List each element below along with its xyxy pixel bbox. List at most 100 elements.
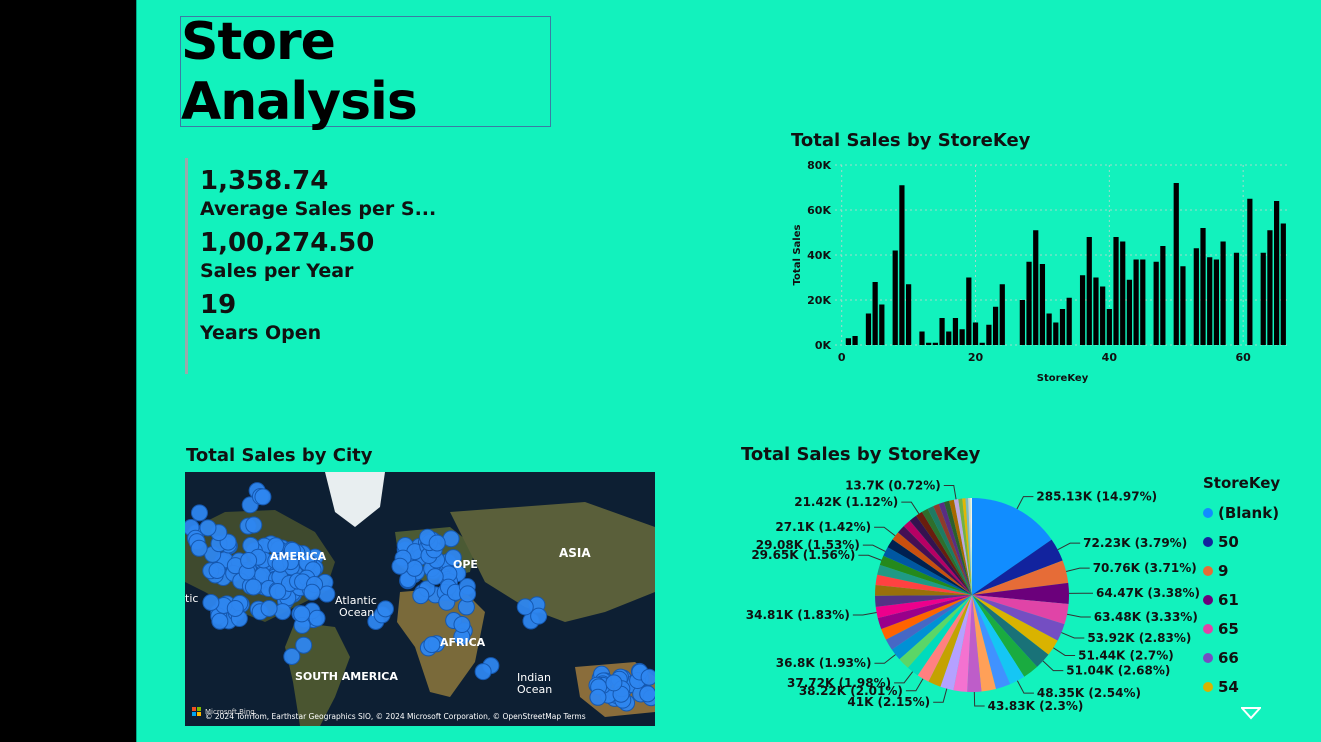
map-bubble[interactable] — [530, 607, 548, 625]
pie-slice[interactable] — [916, 511, 972, 595]
pie-slice[interactable] — [949, 499, 972, 595]
map-bubble[interactable] — [426, 568, 444, 586]
map-bubble[interactable] — [459, 585, 477, 603]
map-bubble[interactable] — [271, 555, 289, 573]
bar[interactable] — [972, 322, 979, 346]
bar[interactable] — [1019, 300, 1025, 345]
pie-slice[interactable] — [897, 526, 972, 595]
legend-item[interactable]: 61 — [1203, 585, 1313, 614]
pie-slice[interactable] — [972, 595, 1069, 625]
bar[interactable] — [879, 304, 885, 346]
map-bubble[interactable] — [376, 600, 394, 618]
map-bubble[interactable] — [605, 674, 623, 692]
legend-item[interactable]: 66 — [1203, 643, 1313, 672]
pie-slice[interactable] — [899, 595, 972, 668]
bar[interactable] — [1039, 264, 1046, 345]
pie-slice[interactable] — [875, 574, 972, 595]
map-bubble[interactable] — [589, 688, 607, 706]
bar[interactable] — [845, 338, 851, 345]
pie-chart[interactable]: 285.13K (14.97%) 72.23K (3.79%) 70.76K (3.… — [735, 475, 1200, 720]
pie-slice[interactable] — [892, 532, 972, 595]
legend-item[interactable]: (Blank) — [1203, 498, 1313, 527]
bar[interactable] — [1260, 252, 1266, 345]
pie-slice[interactable] — [881, 595, 972, 640]
bar[interactable] — [959, 329, 965, 345]
bar[interactable] — [1274, 201, 1280, 345]
map-bubble[interactable] — [474, 663, 492, 681]
bar[interactable] — [939, 318, 945, 345]
bar[interactable] — [1267, 230, 1273, 345]
pie-slice[interactable] — [883, 547, 972, 595]
pie-slice[interactable] — [967, 595, 982, 692]
map-bubble[interactable] — [208, 561, 226, 579]
bar[interactable] — [1093, 277, 1099, 346]
pie-slice[interactable] — [972, 595, 1025, 685]
map-bubble[interactable] — [516, 598, 534, 616]
pie-slice[interactable] — [940, 595, 972, 691]
pie-slice[interactable] — [875, 584, 972, 596]
pie-slice[interactable] — [879, 555, 972, 595]
map-bubble[interactable] — [240, 551, 258, 569]
pie-slice[interactable] — [933, 503, 972, 595]
bar[interactable] — [1193, 248, 1199, 345]
pie-slice[interactable] — [921, 508, 972, 595]
pie-slice[interactable] — [953, 595, 972, 692]
pie-slice[interactable] — [970, 498, 972, 595]
pie-slice[interactable] — [965, 498, 972, 595]
map-bubble[interactable] — [254, 488, 272, 506]
bar[interactable] — [1233, 252, 1240, 345]
pie-slice[interactable] — [972, 498, 1052, 595]
pie-slice[interactable] — [972, 595, 1058, 655]
bar[interactable] — [919, 331, 925, 346]
map-bubble[interactable] — [226, 599, 244, 617]
bar[interactable] — [905, 284, 912, 345]
map-bubble[interactable] — [283, 541, 301, 559]
sales-map[interactable]: AMERICA Atlantic Ocean OPE ASIA AFRICA S… — [185, 472, 655, 726]
bar[interactable] — [1066, 297, 1072, 345]
bar[interactable] — [1126, 279, 1133, 345]
map-bubble[interactable] — [453, 616, 471, 634]
bar[interactable] — [946, 331, 952, 346]
pie-slice[interactable] — [972, 595, 1038, 677]
pie-slice[interactable] — [875, 595, 972, 607]
pie-slice[interactable] — [877, 564, 972, 595]
pie-slice[interactable] — [968, 498, 972, 595]
map-bubble[interactable] — [391, 557, 409, 575]
pie-slice[interactable] — [944, 500, 972, 595]
map-bubble[interactable] — [444, 549, 462, 567]
map-bubble[interactable] — [428, 534, 446, 552]
pie-slice[interactable] — [875, 595, 972, 619]
bar[interactable] — [1173, 183, 1179, 345]
pie-slice[interactable] — [962, 498, 972, 595]
bar[interactable] — [1160, 246, 1166, 345]
bar[interactable] — [1026, 261, 1032, 345]
bar[interactable] — [1100, 286, 1106, 346]
bar[interactable] — [966, 277, 972, 346]
legend-scroll-down-icon[interactable] — [1241, 706, 1261, 720]
bar[interactable] — [1059, 309, 1066, 345]
map-bubble[interactable] — [283, 647, 301, 665]
map-bubble[interactable] — [412, 587, 430, 605]
pie-slice[interactable] — [972, 595, 1049, 667]
map-bubble[interactable] — [245, 516, 263, 534]
pie-slice[interactable] — [971, 498, 972, 595]
pie-slice[interactable] — [885, 595, 972, 650]
bar[interactable] — [1086, 237, 1092, 345]
bar[interactable] — [1140, 259, 1146, 346]
pie-slice[interactable] — [917, 595, 972, 682]
pie-slice[interactable] — [953, 498, 972, 595]
bar[interactable] — [999, 284, 1005, 345]
bar-chart[interactable]: 0K 20K 40K 60K 80K 0 20 40 60 StoreKey Total Sales — [785, 155, 1305, 390]
bar[interactable] — [1133, 259, 1139, 346]
bar[interactable] — [979, 342, 985, 345]
map-credit[interactable]: © 2024 TomTom, Earthstar Geographics SIO… — [205, 712, 586, 721]
pie-slice[interactable] — [958, 498, 972, 595]
legend-item[interactable]: 65 — [1203, 614, 1313, 643]
bar[interactable] — [1280, 223, 1286, 346]
map-bubble[interactable] — [269, 583, 287, 601]
map-bubble[interactable] — [406, 559, 424, 577]
pie-slice[interactable] — [972, 595, 996, 692]
bar[interactable] — [1207, 257, 1213, 345]
bar[interactable] — [1180, 266, 1186, 345]
bar[interactable] — [992, 306, 999, 345]
